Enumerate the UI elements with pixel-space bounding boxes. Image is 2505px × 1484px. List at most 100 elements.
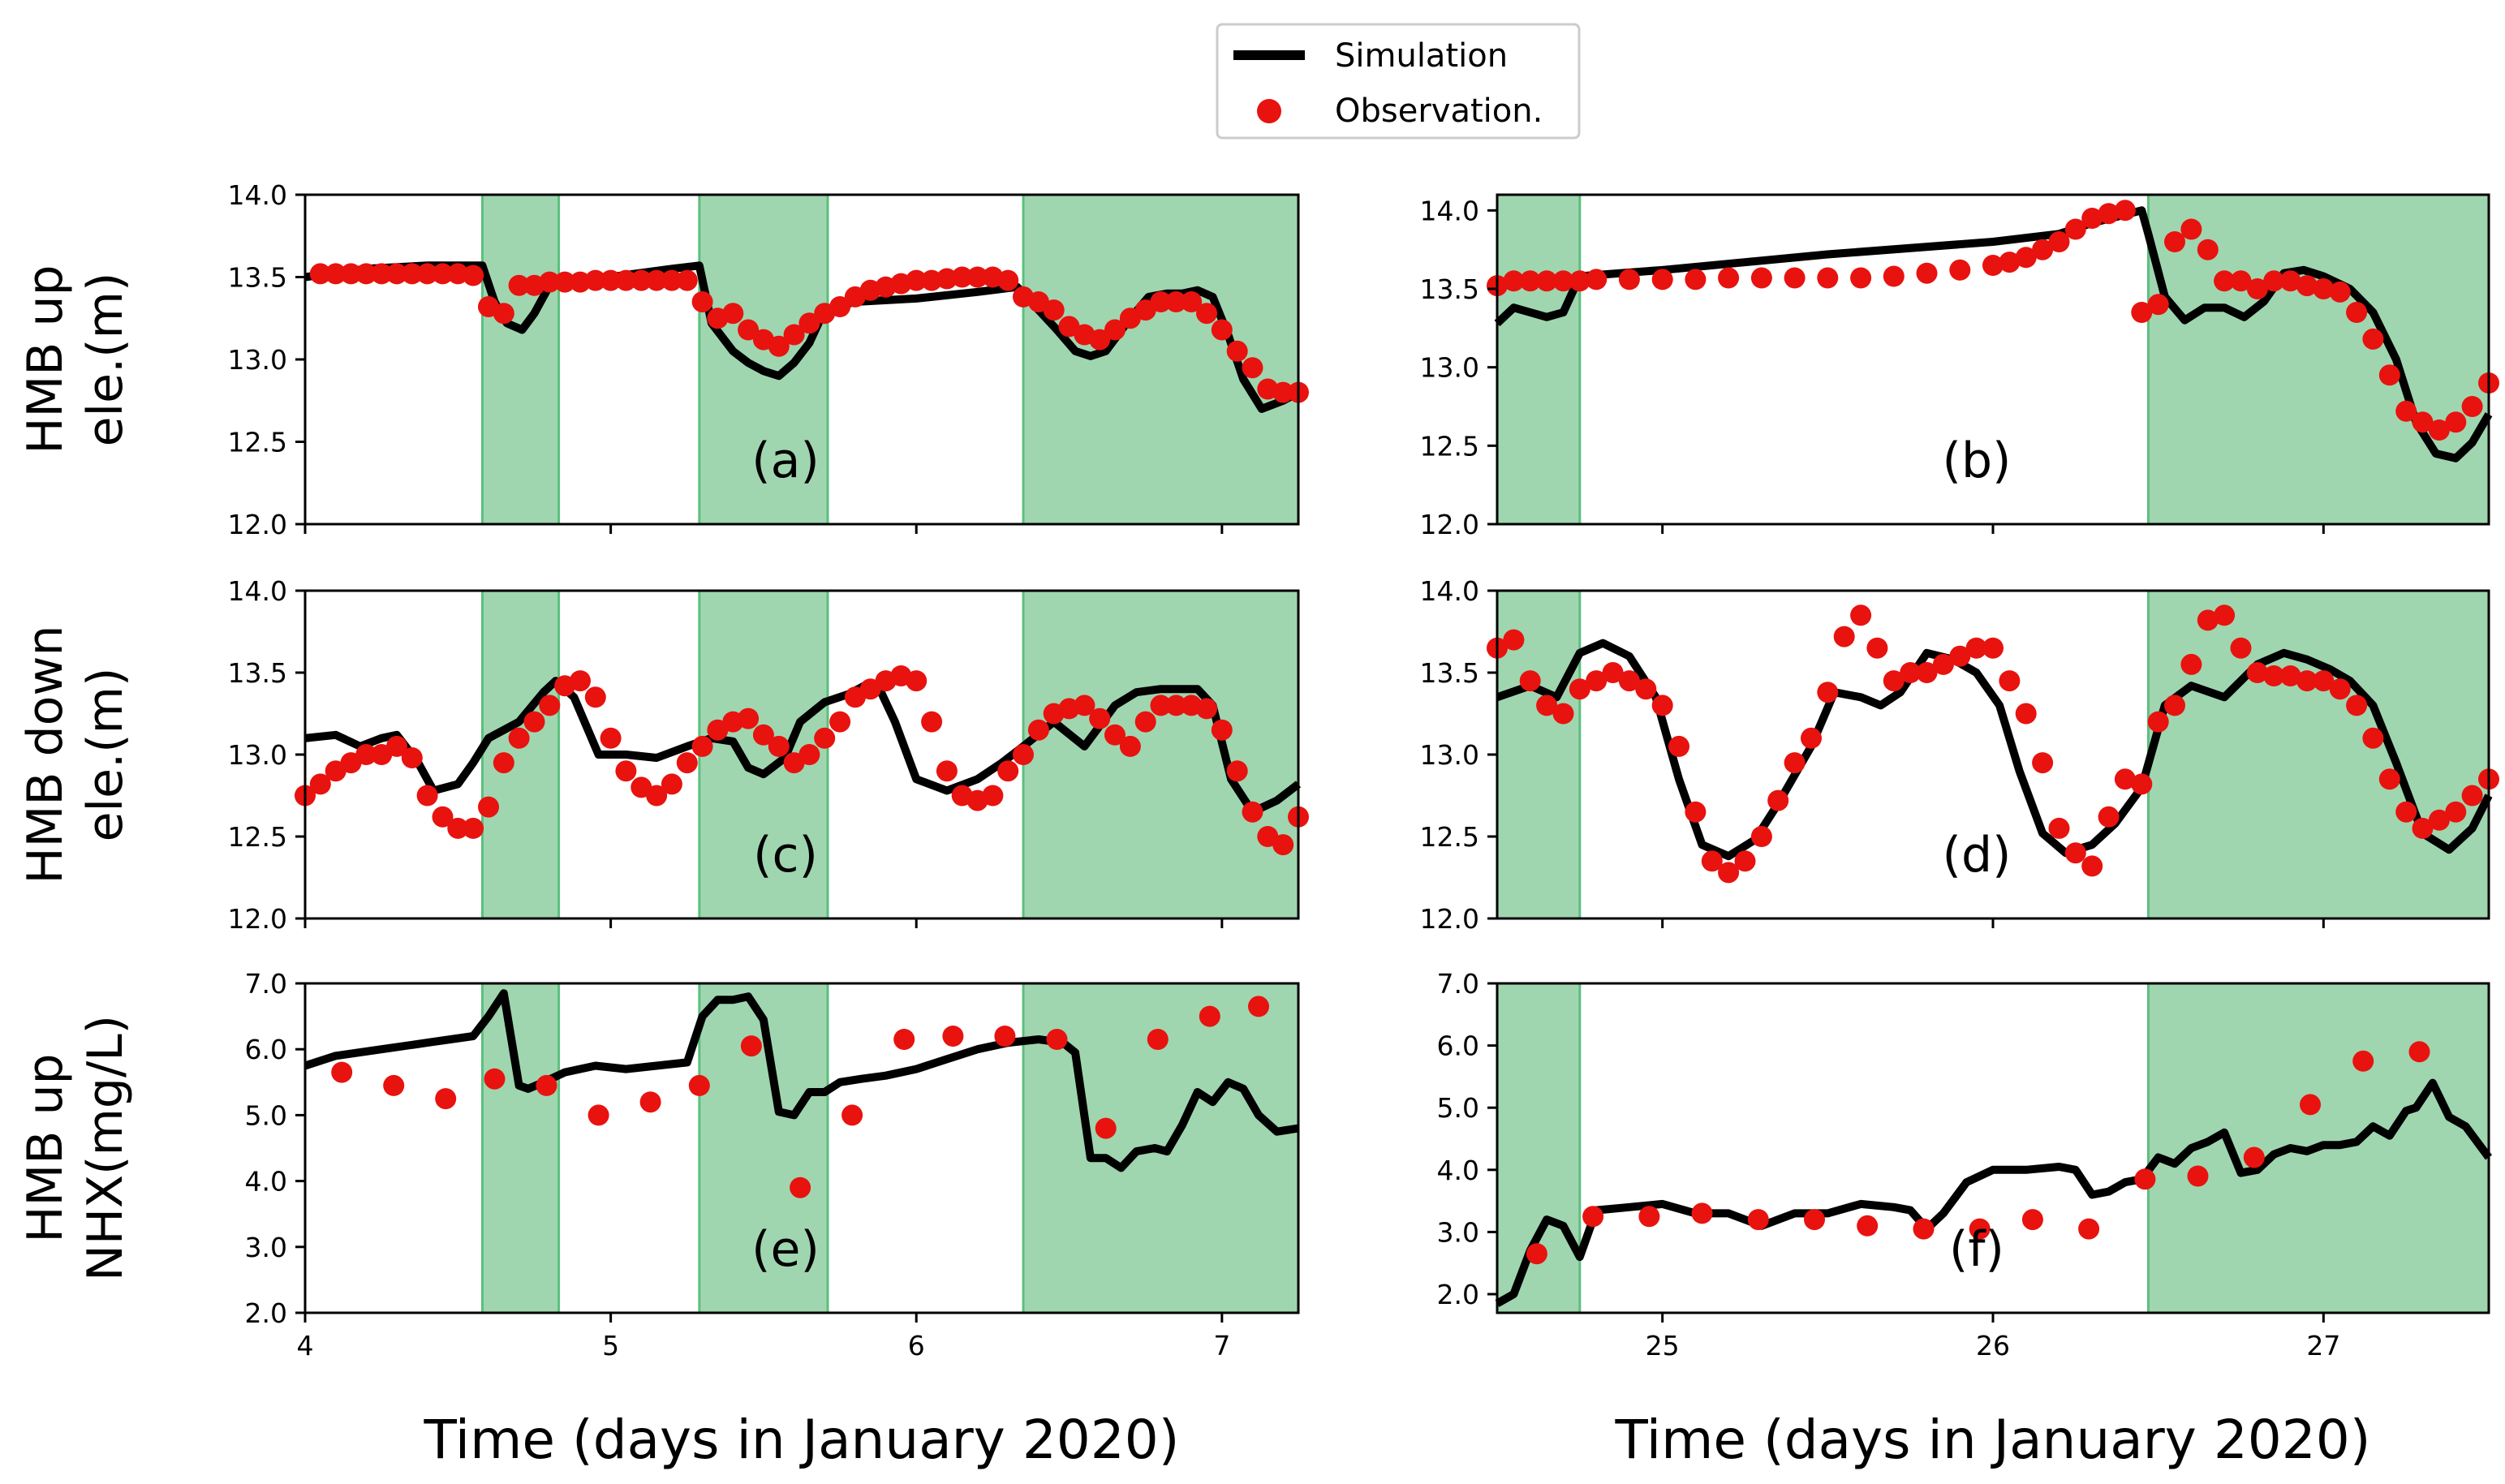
observation-point xyxy=(2445,801,2467,823)
observation-point xyxy=(1965,637,1987,659)
observation-point xyxy=(1104,724,1126,746)
observation-point xyxy=(1074,695,1095,716)
observation-point xyxy=(1767,789,1789,811)
simulation-line xyxy=(304,677,1302,816)
x-axis-label: Time (days in January 2020) xyxy=(1614,1409,2370,1471)
observation-point xyxy=(2134,1168,2156,1190)
observation-point xyxy=(798,744,820,765)
panel-f: 2.0 3.0 4.0 5.0 6.0 7.0 25 26 27 (f) Time (days in… xyxy=(1437,968,2493,1471)
observation-point xyxy=(1949,645,1971,667)
observation-point xyxy=(1618,269,1640,290)
observation-point xyxy=(829,711,851,733)
y-tick-label: 13.0 xyxy=(228,344,287,376)
y-tick-label: 13.0 xyxy=(228,739,287,771)
y-tick-label: 13.0 xyxy=(1420,352,1479,384)
observation-point xyxy=(1119,735,1141,757)
observation-point xyxy=(2081,208,2103,229)
y-axis-label-line1: HMB down xyxy=(17,625,74,884)
observation-point xyxy=(401,263,423,285)
y-tick-label: 5.0 xyxy=(245,1099,287,1131)
observation-point xyxy=(2445,411,2467,433)
y-axis-label-line2: NHX(mg/L) xyxy=(77,1015,134,1281)
observation-point xyxy=(1866,637,1888,659)
observation-point xyxy=(1949,259,1971,281)
observation-point xyxy=(1651,695,1673,716)
panel-label: (e) xyxy=(751,1221,820,1278)
observation-point xyxy=(1668,735,1689,757)
y-tick-label: 14.0 xyxy=(228,179,287,211)
observation-point xyxy=(1982,637,2004,659)
observation-point xyxy=(2461,785,2483,807)
y-tick-label: 13.5 xyxy=(1420,657,1479,689)
observation-point xyxy=(768,335,790,357)
observation-point xyxy=(1635,678,1657,700)
observation-point xyxy=(463,817,484,839)
shaded-region xyxy=(698,193,829,526)
x-axis-label: Time (days in January 2020) xyxy=(423,1409,1179,1471)
observation-point xyxy=(2346,302,2368,323)
observation-point xyxy=(570,271,591,293)
observation-point xyxy=(2098,203,2120,225)
panels: 12.012.513.013.514.0(a)HMB up ele.(m)12.0… xyxy=(17,179,2499,1471)
observation-point xyxy=(1552,270,1574,292)
observation-point xyxy=(639,1091,661,1113)
observation-point xyxy=(2214,270,2236,292)
observation-point xyxy=(1638,1206,1660,1228)
observation-point xyxy=(2246,278,2268,299)
observation-point xyxy=(2214,604,2236,626)
observation-point xyxy=(841,1104,863,1126)
observation-point xyxy=(722,303,744,325)
y-tick-label: 12.5 xyxy=(1420,821,1479,853)
observation-point xyxy=(554,271,576,293)
simulation-line xyxy=(1495,1078,2493,1307)
observation-point xyxy=(331,1061,353,1083)
shaded-region xyxy=(480,589,561,920)
observation-point xyxy=(1833,626,1855,647)
observation-point xyxy=(814,727,836,749)
observation-point xyxy=(2346,695,2368,716)
y-tick-label: 4.0 xyxy=(245,1166,287,1198)
observation-point xyxy=(1916,662,1938,683)
observation-point xyxy=(2395,801,2417,823)
observation-point xyxy=(1850,267,1872,289)
observation-point xyxy=(2164,695,2185,716)
y-tick-label: 6.0 xyxy=(1437,1030,1479,1062)
panel-label: (d) xyxy=(1943,827,2012,884)
observation-point xyxy=(1104,319,1126,341)
observation-point xyxy=(2081,855,2103,877)
observation-point xyxy=(493,752,514,774)
observation-point xyxy=(523,711,545,733)
observation-point xyxy=(1519,270,1541,292)
x-tick-label: 5 xyxy=(602,1330,619,1361)
observation-point xyxy=(463,265,484,286)
y-tick-label: 7.0 xyxy=(245,968,287,1000)
observation-point xyxy=(646,269,668,291)
observation-point xyxy=(2408,1041,2430,1063)
observation-point xyxy=(432,806,454,828)
observation-point xyxy=(478,796,499,818)
observation-point xyxy=(997,760,1019,782)
observation-point xyxy=(2131,302,2153,323)
observation-point xyxy=(2078,1218,2100,1240)
y-tick-label: 13.5 xyxy=(1420,273,1479,305)
y-tick-label: 3.0 xyxy=(245,1232,287,1263)
x-tick-label: 25 xyxy=(1646,1330,1680,1361)
observation-point xyxy=(1817,267,1839,289)
observation-point xyxy=(1150,695,1172,716)
observation-point xyxy=(2187,1165,2209,1187)
panel-c: 12.0 12.5 13.0 13.5 14.0 (c) HMB down ele.(m) xyxy=(17,575,1309,935)
observation-point xyxy=(994,1026,1016,1047)
observation-point xyxy=(2461,396,2483,417)
observation-point xyxy=(1982,255,2004,276)
observation-point xyxy=(2263,270,2285,292)
observation-point xyxy=(1165,291,1187,312)
observation-point xyxy=(2197,239,2219,260)
observation-point xyxy=(1272,381,1294,403)
observation-point xyxy=(676,269,698,291)
y-tick-label: 12.0 xyxy=(228,509,287,540)
observation-point xyxy=(588,1104,609,1126)
panel-label: (b) xyxy=(1943,432,2012,489)
x-tick-label: 4 xyxy=(297,1330,314,1361)
panel-label: (a) xyxy=(751,432,820,489)
observation-point xyxy=(1913,1218,1935,1240)
